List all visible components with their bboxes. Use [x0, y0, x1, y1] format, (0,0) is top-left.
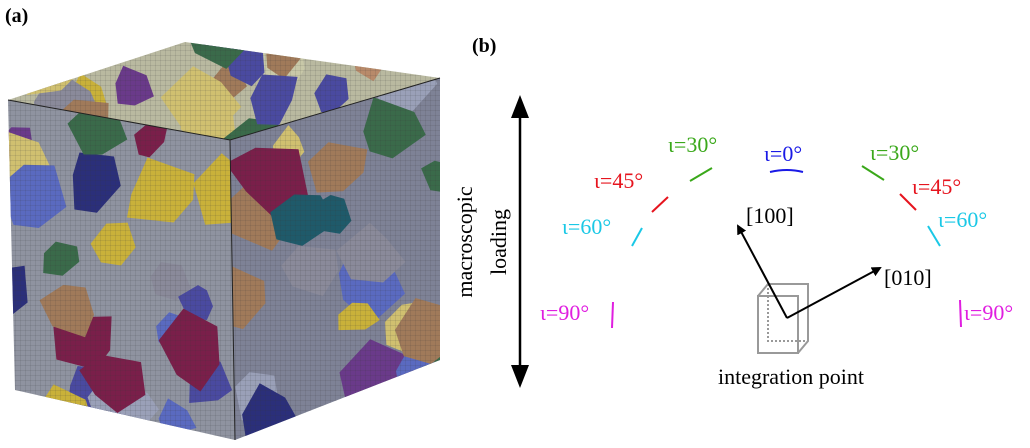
figure: (a) (b) macroscopic loading ι=0° ι=30° ι…: [0, 0, 1030, 443]
grain-cube: [0, 0, 466, 443]
angle-label: ι=45°: [594, 168, 643, 193]
grain: [65, 0, 101, 28]
panel-label: (b): [472, 35, 496, 57]
arc: [612, 302, 613, 328]
loading-text: macroscopic: [452, 186, 477, 297]
grain: [5, 26, 54, 82]
arc: [770, 170, 803, 172]
arc: [632, 228, 642, 246]
grain: [418, 373, 452, 406]
grain: [276, 0, 334, 55]
panel-label: (a): [5, 5, 28, 27]
angle-label: ι=90°: [540, 300, 589, 325]
integration-box: [758, 284, 808, 353]
grain: [24, 0, 58, 37]
grain: [245, 0, 298, 45]
loading-text: loading: [486, 209, 511, 275]
integration-label: integration point: [718, 364, 864, 389]
angle-label: ι=60°: [938, 207, 987, 232]
angle-label: ι=0°: [764, 141, 802, 166]
arc: [690, 168, 712, 181]
angle-label: ι=60°: [562, 214, 611, 239]
angle-label: ι=90°: [964, 300, 1013, 325]
arc: [960, 300, 961, 327]
direction-arrow: [787, 268, 880, 318]
arc: [862, 166, 884, 180]
direction-arrow: [738, 226, 787, 318]
grain: [45, 0, 117, 36]
grain: [57, 429, 85, 443]
angle-label: ι=30°: [668, 132, 717, 157]
angle-label: ι=45°: [912, 174, 961, 199]
grain: [4, 33, 53, 77]
grain: [350, 1, 387, 38]
direction-label: [100]: [746, 203, 794, 228]
direction-label: [010]: [884, 265, 932, 290]
angle-label: ι=30°: [870, 140, 919, 165]
arc: [652, 197, 668, 212]
grain: [33, 401, 80, 443]
grain: [241, 0, 277, 28]
